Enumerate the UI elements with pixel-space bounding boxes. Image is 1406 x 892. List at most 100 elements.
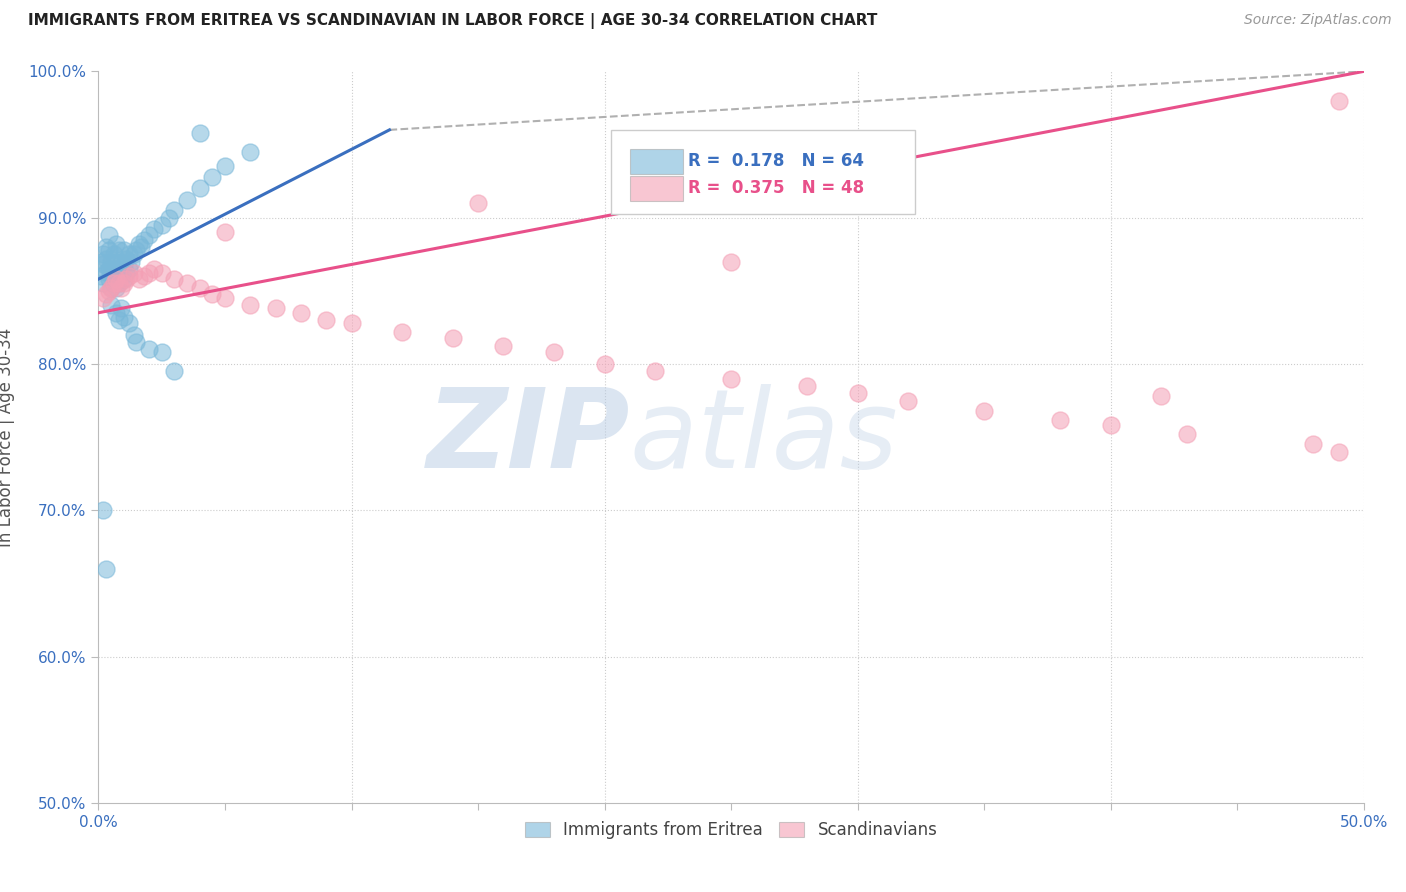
- Point: [112, 277, 135, 291]
- Point: [105, 306, 128, 320]
- Point: [122, 327, 145, 342]
- Point: [593, 357, 616, 371]
- Text: R =  0.375   N = 48: R = 0.375 N = 48: [688, 178, 865, 196]
- Point: [112, 257, 135, 271]
- Point: [543, 345, 565, 359]
- Point: [97, 243, 120, 257]
- Point: [105, 272, 128, 286]
- Point: [720, 254, 742, 268]
- Point: [264, 301, 287, 316]
- Point: [131, 240, 153, 254]
- Point: [97, 261, 120, 276]
- Point: [644, 364, 666, 378]
- Point: [103, 277, 125, 291]
- Point: [176, 193, 198, 207]
- Point: [93, 503, 115, 517]
- Point: [94, 286, 117, 301]
- Point: [163, 203, 186, 218]
- Point: [110, 281, 132, 295]
- Point: [1327, 94, 1350, 108]
- Text: IMMIGRANTS FROM ERITREA VS SCANDINAVIAN IN LABOR FORCE | AGE 30-34 CORRELATION C: IMMIGRANTS FROM ERITREA VS SCANDINAVIAN …: [28, 13, 877, 29]
- Point: [110, 272, 132, 286]
- Point: [103, 247, 125, 261]
- Point: [110, 254, 132, 268]
- Text: atlas: atlas: [630, 384, 898, 491]
- Point: [112, 243, 135, 257]
- Y-axis label: In Labor Force | Age 30-34: In Labor Force | Age 30-34: [0, 327, 14, 547]
- Point: [100, 266, 122, 280]
- Point: [105, 266, 128, 280]
- Point: [118, 269, 141, 284]
- Point: [1302, 437, 1324, 451]
- Point: [93, 277, 115, 291]
- Point: [125, 334, 148, 349]
- Point: [107, 277, 129, 291]
- Point: [973, 403, 995, 417]
- Point: [97, 284, 120, 298]
- Point: [150, 345, 173, 359]
- Point: [105, 237, 128, 252]
- Point: [201, 286, 224, 301]
- FancyBboxPatch shape: [630, 149, 683, 174]
- Point: [214, 291, 236, 305]
- Point: [897, 393, 920, 408]
- Text: ZIP: ZIP: [426, 384, 630, 491]
- Point: [157, 211, 180, 225]
- Point: [340, 316, 363, 330]
- Point: [100, 281, 122, 295]
- Point: [97, 228, 120, 243]
- Point: [94, 252, 117, 266]
- Text: R =  0.178   N = 64: R = 0.178 N = 64: [688, 152, 865, 169]
- Point: [94, 265, 117, 279]
- Point: [107, 313, 129, 327]
- Point: [188, 126, 211, 140]
- Point: [720, 371, 742, 385]
- Point: [1099, 418, 1122, 433]
- Point: [214, 160, 236, 174]
- Point: [1049, 412, 1071, 426]
- Point: [239, 298, 262, 312]
- Point: [100, 254, 122, 268]
- Legend: Immigrants from Eritrea, Scandinavians: Immigrants from Eritrea, Scandinavians: [517, 814, 945, 846]
- Point: [176, 277, 198, 291]
- Point: [115, 272, 138, 286]
- Point: [103, 277, 125, 291]
- Point: [90, 269, 112, 284]
- Point: [391, 325, 413, 339]
- Point: [93, 247, 115, 261]
- FancyBboxPatch shape: [630, 176, 683, 201]
- Point: [93, 257, 115, 271]
- Point: [90, 254, 112, 268]
- Point: [138, 266, 160, 280]
- Point: [118, 247, 141, 261]
- Point: [467, 196, 489, 211]
- Point: [128, 237, 150, 252]
- Point: [107, 277, 129, 291]
- Point: [97, 272, 120, 286]
- FancyBboxPatch shape: [610, 130, 914, 214]
- Point: [1175, 427, 1198, 442]
- Point: [100, 281, 122, 295]
- Point: [214, 225, 236, 239]
- Point: [115, 266, 138, 280]
- Point: [150, 218, 173, 232]
- Point: [290, 306, 312, 320]
- Point: [94, 240, 117, 254]
- Point: [100, 298, 122, 312]
- Point: [492, 339, 515, 353]
- Point: [132, 233, 155, 247]
- Point: [118, 316, 141, 330]
- Point: [239, 145, 262, 159]
- Point: [132, 269, 155, 284]
- Point: [118, 261, 141, 276]
- Point: [138, 228, 160, 243]
- Point: [1150, 389, 1173, 403]
- Point: [107, 261, 129, 276]
- Point: [201, 169, 224, 184]
- Point: [103, 261, 125, 276]
- Point: [1327, 444, 1350, 458]
- Point: [110, 301, 132, 316]
- Point: [188, 281, 211, 295]
- Point: [94, 562, 117, 576]
- Point: [143, 222, 166, 236]
